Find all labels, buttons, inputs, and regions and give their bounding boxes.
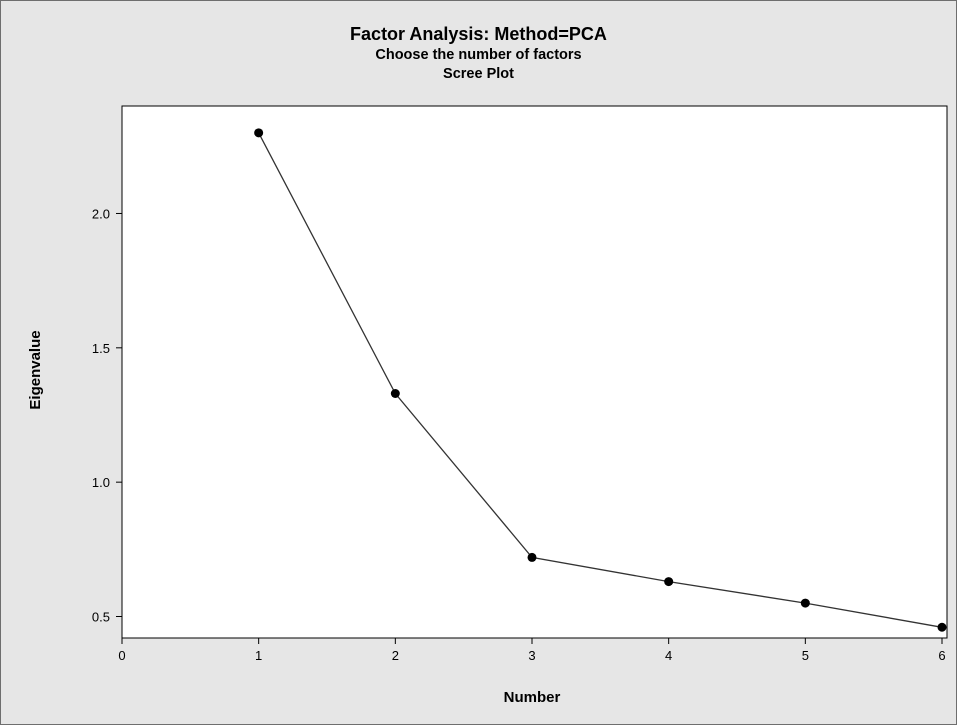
x-tick-label: 2 [392,648,399,663]
data-point-3 [527,552,537,562]
y-axis-label: Eigenvalue [27,330,44,409]
y-tick-label: 0.5 [92,610,110,625]
x-tick-label: 0 [118,648,125,663]
data-point-2 [390,388,400,398]
x-axis-label: Number [504,689,561,706]
plot-area [121,105,948,639]
x-tick-label: 3 [528,648,535,663]
y-tick-label: 2.0 [92,206,110,221]
x-tick-label: 5 [802,648,809,663]
data-point-5 [800,598,810,608]
x-tick-label: 6 [938,648,945,663]
x-axis: 0 1 2 3 4 5 6 [118,638,946,663]
y-axis: 0.5 1.0 1.5 2.0 [92,206,122,625]
x-tick-label: 4 [665,648,672,663]
y-tick-label: 1.5 [92,341,110,356]
chart-titles: Factor Analysis: Method=PCA Choose the n… [0,22,957,84]
data-point-1 [254,128,264,138]
chart-subtitle: Choose the number of factors [375,47,582,63]
chart-subtitle-2: Scree Plot [443,66,514,82]
data-point-6 [937,622,947,632]
series-line [258,132,943,628]
chart-title: Factor Analysis: Method=PCA [350,24,607,44]
y-tick-label: 1.0 [92,475,110,490]
x-tick-label: 1 [255,648,262,663]
series-markers [254,128,947,632]
data-point-4 [664,577,674,587]
